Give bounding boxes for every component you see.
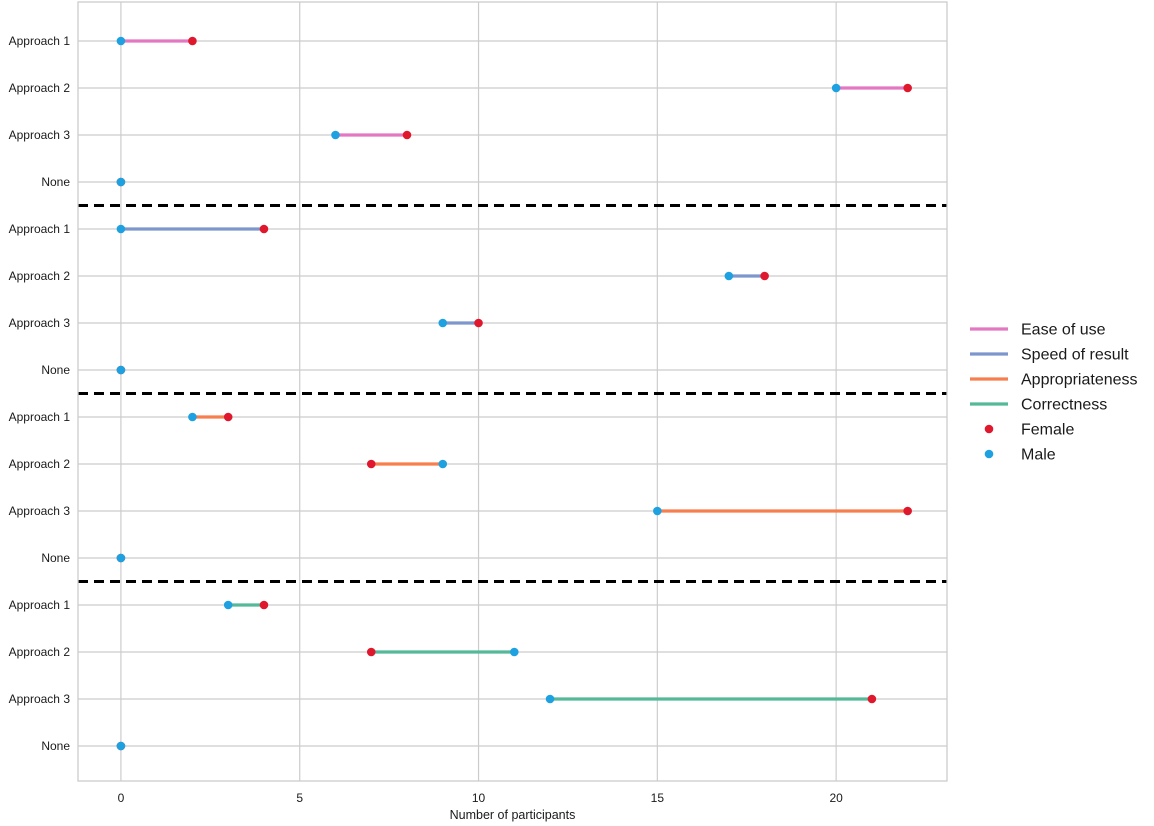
female-point	[760, 271, 769, 281]
group-separators	[78, 204, 947, 583]
y-tick-label: Approach 1	[9, 222, 71, 236]
male-point	[653, 506, 662, 516]
x-axis-title: Number of participants	[450, 808, 576, 822]
female-point	[903, 506, 912, 516]
female-point	[259, 600, 269, 610]
x-tick-label: 0	[118, 791, 125, 805]
male-point	[831, 83, 841, 93]
male-point	[116, 741, 126, 751]
legend-marker-swatch	[984, 449, 994, 459]
female-point	[188, 36, 197, 46]
y-tick-labels: Approach 1 Approach 2 Approach 3 None Approa…	[9, 34, 71, 753]
plot-frame	[77, 1, 948, 782]
female-point	[259, 224, 269, 234]
male-point	[223, 600, 233, 610]
legend-label: Appropriateness	[1021, 372, 1138, 389]
legend-label: Female	[1021, 422, 1074, 439]
legend-marker-swatch	[984, 424, 994, 434]
y-tick-label: None	[41, 175, 70, 189]
y-tick-label: None	[41, 739, 70, 753]
male-point	[116, 36, 126, 46]
male-point	[438, 459, 448, 469]
legend-label: Male	[1021, 447, 1056, 464]
x-tick-label: 15	[651, 791, 665, 805]
y-tick-label: None	[41, 551, 70, 565]
grid-lines	[78, 2, 947, 781]
legend: Ease of use Speed of result Appropriatenes…	[970, 322, 1138, 464]
male-point	[545, 694, 555, 704]
female-point	[402, 130, 412, 140]
y-tick-label: Approach 2	[9, 645, 71, 659]
y-tick-label: Approach 3	[9, 504, 71, 518]
male-point	[188, 412, 197, 422]
female-point	[903, 83, 912, 93]
y-tick-label: Approach 1	[9, 598, 71, 612]
y-tick-label: Approach 1	[9, 34, 71, 48]
male-point	[724, 271, 734, 281]
x-tick-label: 10	[472, 791, 486, 805]
male-point	[331, 130, 340, 140]
legend-label: Ease of use	[1021, 322, 1106, 339]
x-tick-label: 5	[296, 791, 303, 805]
female-point	[474, 318, 483, 328]
male-point	[116, 365, 126, 375]
data-marks	[116, 36, 912, 751]
female-point	[223, 412, 233, 422]
legend-label: Speed of result	[1021, 347, 1129, 364]
female-point	[867, 694, 877, 704]
female-point	[366, 647, 376, 657]
male-point	[438, 318, 448, 328]
y-tick-label: Approach 2	[9, 269, 71, 283]
male-point	[116, 177, 126, 187]
y-tick-label: Approach 2	[9, 81, 71, 95]
legend-label: Correctness	[1021, 397, 1107, 414]
y-tick-label: None	[41, 363, 70, 377]
x-tick-labels: 0 5 10 15 20	[118, 791, 844, 805]
y-tick-label: Approach 1	[9, 410, 71, 424]
y-tick-label: Approach 3	[9, 692, 71, 706]
y-tick-label: Approach 3	[9, 316, 71, 330]
y-tick-label: Approach 3	[9, 128, 71, 142]
female-point	[366, 459, 376, 469]
male-point	[116, 553, 126, 563]
x-tick-label: 20	[829, 791, 843, 805]
male-point	[509, 647, 519, 657]
male-point	[116, 224, 126, 234]
y-tick-label: Approach 2	[9, 457, 71, 471]
